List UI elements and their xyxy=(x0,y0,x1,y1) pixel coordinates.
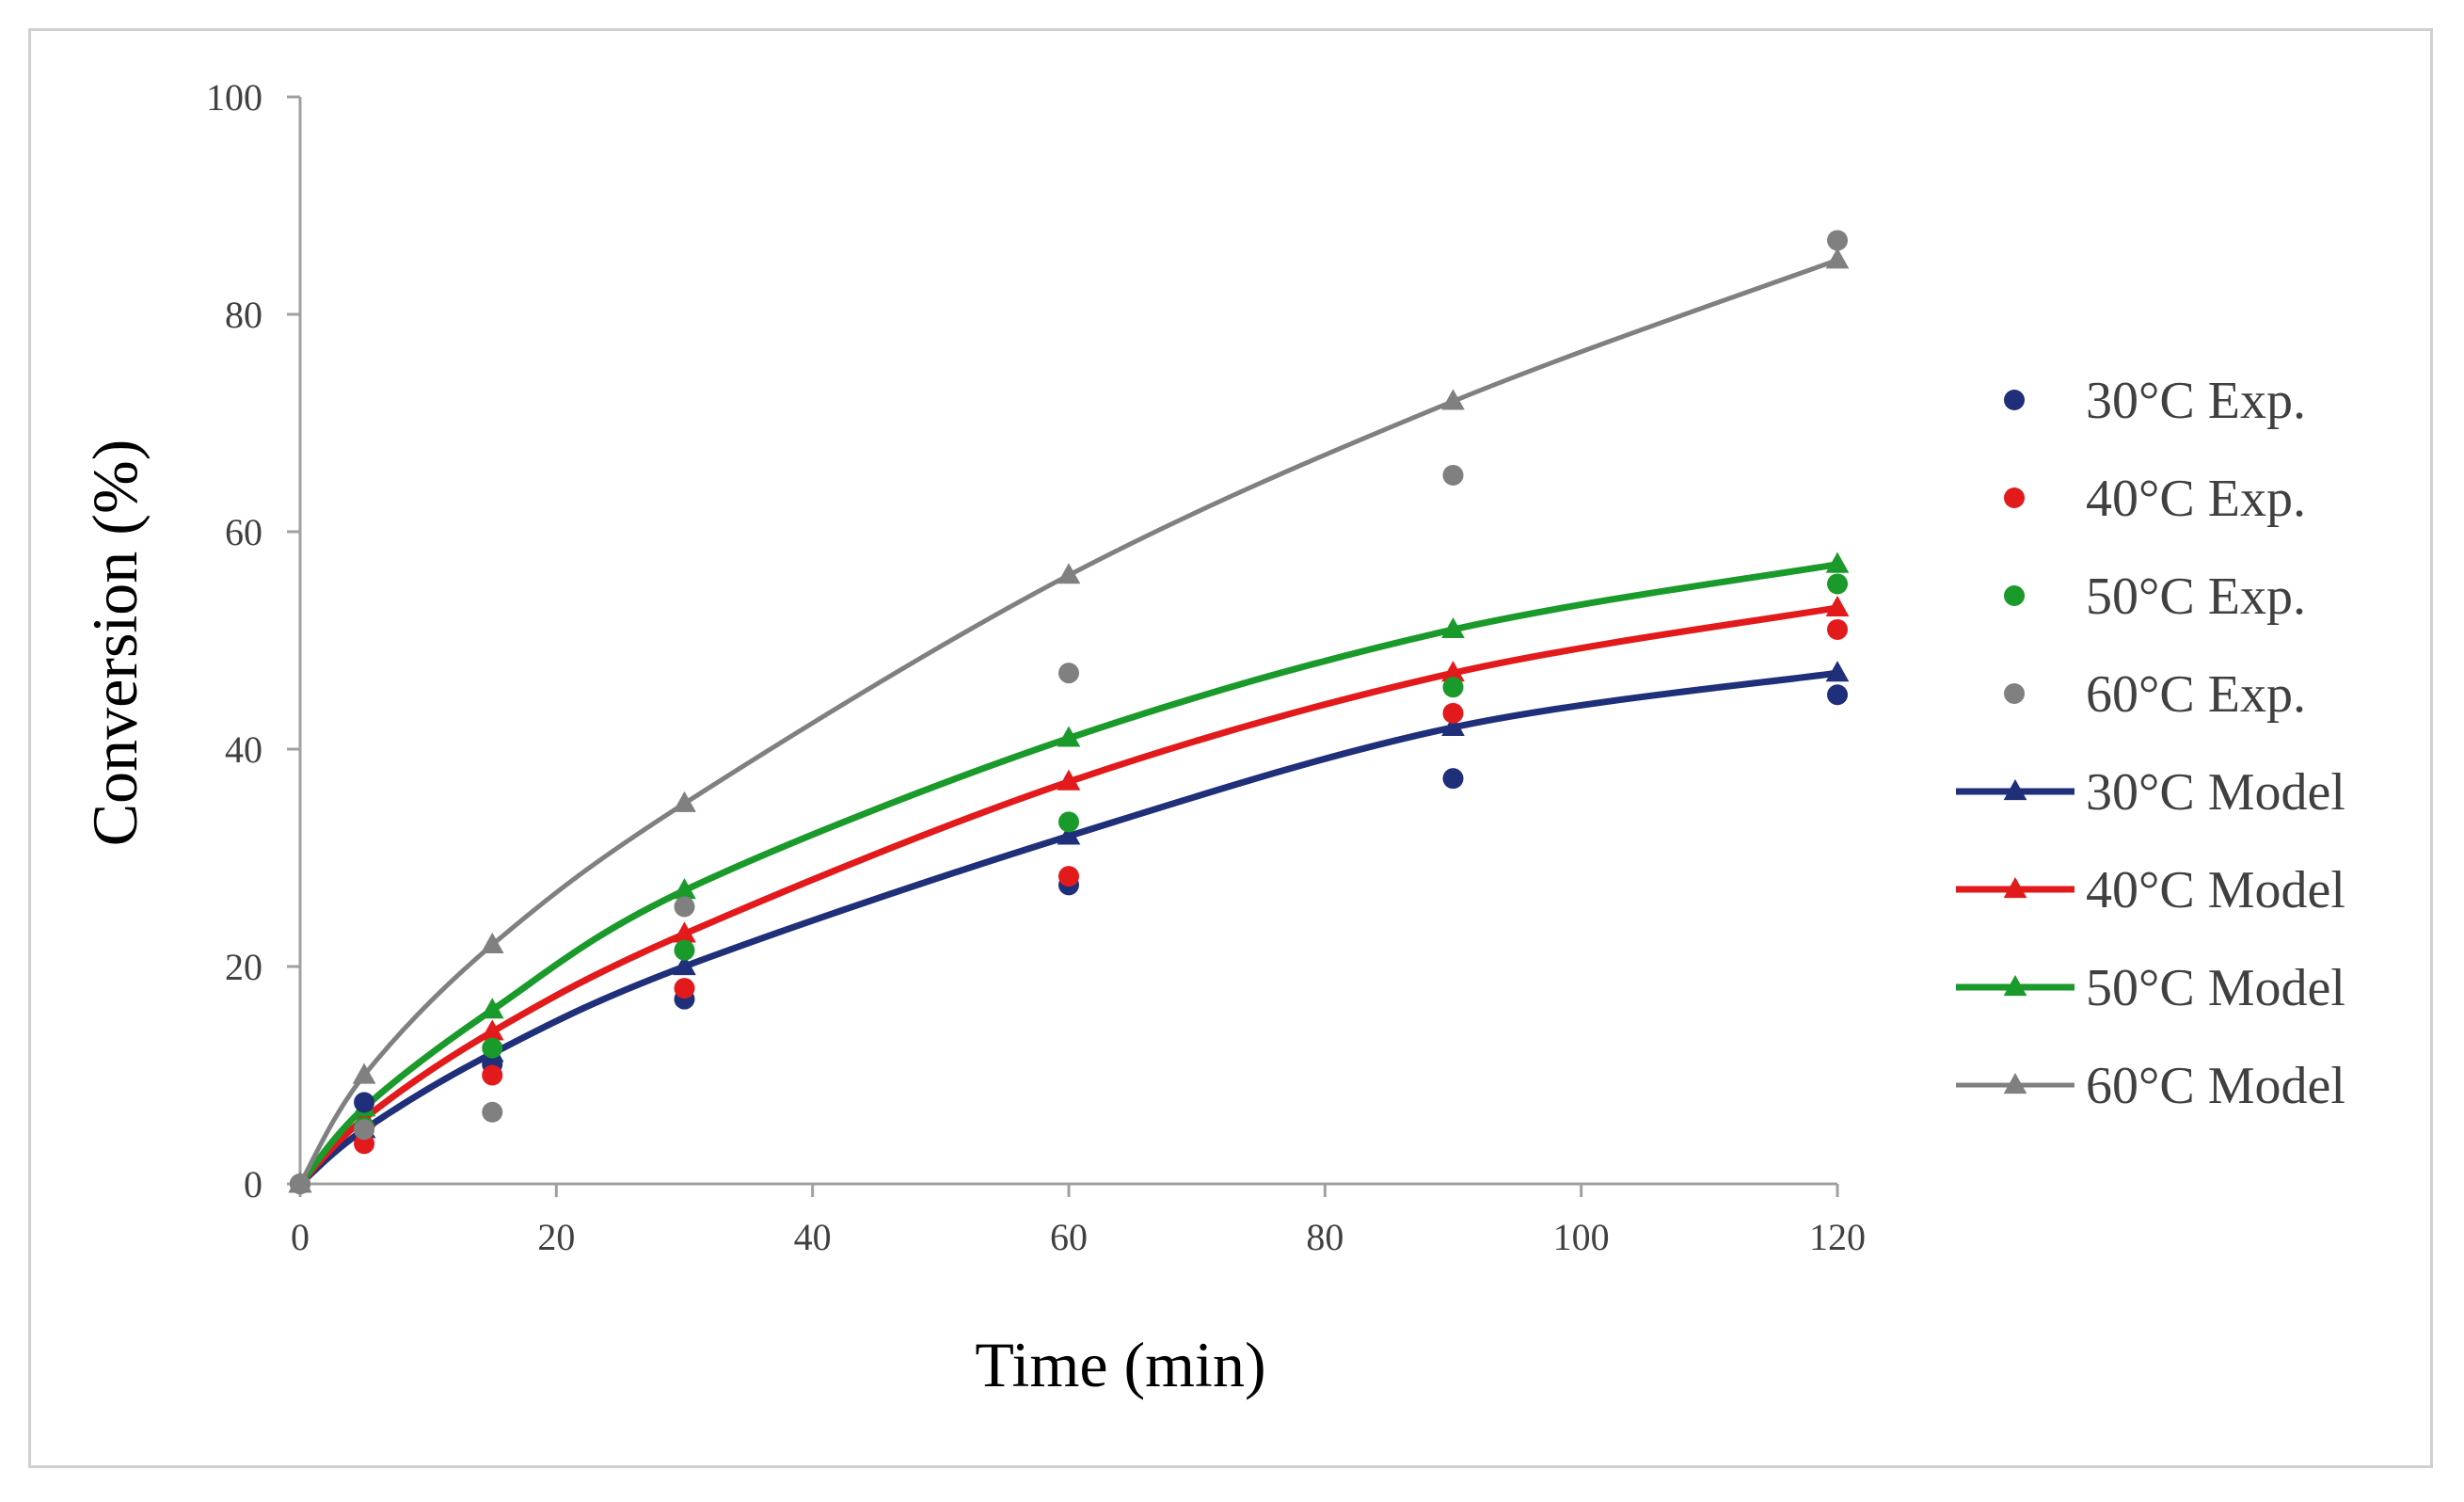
legend-50c-exp-marker xyxy=(2004,585,2025,606)
50c-model-marker xyxy=(1825,551,1850,573)
50c-model-marker xyxy=(1057,726,1081,747)
40c-exp-point xyxy=(1442,702,1464,724)
30c-model-marker xyxy=(1057,823,1081,845)
40c-model-marker xyxy=(673,921,696,943)
50c-model-marker xyxy=(480,998,504,1019)
40c-exp-point xyxy=(1827,618,1848,640)
y-axis-title: Conversion (%) xyxy=(79,439,151,846)
y-tick-label: 0 xyxy=(244,1163,262,1206)
x-tick-label: 20 xyxy=(537,1216,575,1258)
50c-exp-point xyxy=(674,939,695,961)
40c-exp-point xyxy=(482,1064,503,1086)
60c-model-line xyxy=(297,257,1840,1187)
30c-model-marker xyxy=(1441,714,1465,736)
x-axis-title: Time (min) xyxy=(975,1329,1265,1400)
legend-60c-exp-marker xyxy=(2004,683,2025,704)
legend-30c-exp-label: 30°C Exp. xyxy=(2086,372,2306,430)
x-tick-label: 120 xyxy=(1809,1216,1866,1258)
60c-model-marker xyxy=(1825,248,1850,269)
60c-exp-point xyxy=(1827,230,1848,251)
60c-exp-point xyxy=(482,1101,503,1123)
60c-model-marker xyxy=(1057,563,1081,584)
model-series xyxy=(288,248,1850,1193)
60c-model-marker xyxy=(673,791,696,812)
legend-60c-exp-label: 60°C Exp. xyxy=(2086,665,2306,724)
50c-model-line xyxy=(296,561,1841,1188)
experimental-series xyxy=(290,230,1848,1194)
legend-50c-model-label: 50°C Model xyxy=(2086,959,2345,1017)
50c-model-marker xyxy=(673,878,696,900)
legend-30c-model-label: 30°C Model xyxy=(2086,763,2345,822)
x-tick-label: 100 xyxy=(1553,1216,1610,1258)
40c-model-line xyxy=(296,604,1841,1188)
legend-50c-model-marker xyxy=(2003,975,2027,997)
40c-model-marker xyxy=(480,1019,504,1041)
60c-model-marker xyxy=(480,932,504,953)
y-tick-label: 100 xyxy=(206,76,262,119)
y-tick-label: 40 xyxy=(225,728,262,771)
legend-40c-model-label: 40°C Model xyxy=(2086,861,2345,919)
60c-model-marker xyxy=(352,1063,376,1084)
30c-model-line xyxy=(296,669,1841,1188)
60c-exp-point xyxy=(674,896,695,918)
60c-exp-point xyxy=(354,1119,375,1141)
x-tick-label: 40 xyxy=(794,1216,832,1258)
60c-model-marker xyxy=(1441,389,1465,410)
30c-exp-point xyxy=(1827,684,1848,706)
legend-40c-exp-marker xyxy=(2004,487,2025,508)
50c-model-marker xyxy=(1441,616,1465,639)
50c-exp-point xyxy=(1442,677,1464,698)
legend-30c-exp-marker xyxy=(2004,390,2025,410)
ticks: 0 20 40 60 80 100 0 20 40 60 80 100 120 xyxy=(206,76,1866,1258)
chart-frame: 0 20 40 60 80 100 0 20 40 60 80 100 120 Conversion (… xyxy=(28,28,2433,1468)
legend-50c-exp-label: 50°C Exp. xyxy=(2086,567,2306,626)
conversion-chart: 0 20 40 60 80 100 0 20 40 60 80 100 120 Conversion (… xyxy=(79,76,2345,1400)
40c-model-marker xyxy=(1057,769,1081,791)
legend-40c-exp-label: 40°C Exp. xyxy=(2086,470,2306,528)
legend-60c-model-label: 60°C Model xyxy=(2086,1057,2345,1115)
30c-model-marker xyxy=(673,954,696,976)
60c-exp-point xyxy=(1058,663,1079,684)
40c-exp-point xyxy=(674,978,695,999)
30c-exp-point xyxy=(1442,768,1464,790)
legend-30c-model-marker xyxy=(2003,779,2027,801)
y-tick-label: 60 xyxy=(225,511,262,553)
50c-exp-point xyxy=(1058,811,1079,833)
30c-exp-point xyxy=(354,1092,375,1113)
legend-60c-model-marker xyxy=(2003,1073,2027,1095)
y-tick-label: 80 xyxy=(225,294,262,336)
30c-model-marker xyxy=(1825,661,1850,682)
x-tick-label: 60 xyxy=(1050,1216,1088,1258)
60c-exp-point xyxy=(290,1174,310,1194)
40c-model-marker xyxy=(1441,661,1465,682)
legend: 30°C Exp. 40°C Exp. 50°C Exp. 60°C Exp. 30°C… xyxy=(1956,372,2345,1115)
50c-exp-point xyxy=(482,1037,503,1059)
60c-exp-point xyxy=(1442,464,1464,486)
40c-exp-point xyxy=(1058,866,1079,887)
legend-40c-model-marker xyxy=(2003,877,2027,899)
y-tick-label: 20 xyxy=(225,946,262,988)
x-tick-label: 80 xyxy=(1306,1216,1343,1258)
x-tick-label: 0 xyxy=(291,1216,310,1258)
50c-exp-point xyxy=(1827,573,1848,595)
40c-model-marker xyxy=(1825,595,1850,616)
